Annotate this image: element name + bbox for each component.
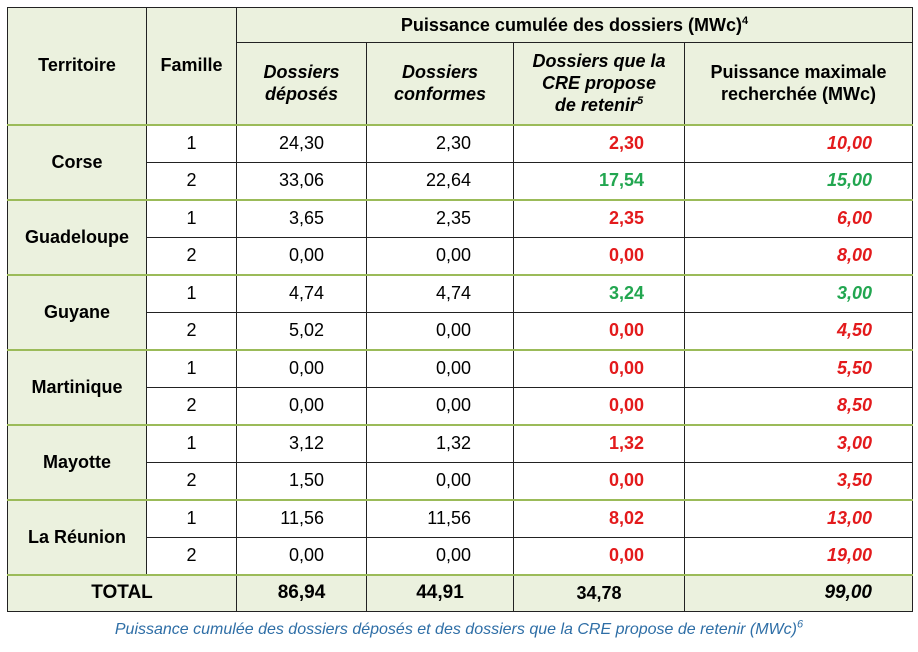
- table-row: 2 0,00 0,00 0,00 19,00: [8, 536, 913, 575]
- table-row: La Réunion 1 11,56 11,56 8,02 13,00: [7, 498, 913, 575]
- total-row: TOTAL 86,94 44,91 34,78 99,00: [7, 573, 913, 612]
- conformes-cell: 0,00: [366, 348, 514, 388]
- conformes-cell: 0,00: [366, 461, 514, 500]
- conformes-cell: 0,00: [366, 236, 514, 275]
- territory-name: La Réunion: [7, 498, 147, 575]
- famille-cell: 1: [146, 123, 237, 163]
- famille-cell: 1: [146, 198, 237, 238]
- max-cell: 13,00: [684, 498, 913, 538]
- max-cell: 10,00: [684, 123, 913, 163]
- territory-name: Martinique: [7, 348, 147, 425]
- max-cell: 5,50: [684, 348, 913, 388]
- table-caption: Puissance cumulée des dossiers déposés e…: [114, 618, 804, 638]
- cre-cell: 1,32: [513, 423, 685, 463]
- cre-cell: 8,02: [513, 498, 685, 538]
- conformes-cell: 2,35: [366, 198, 514, 238]
- cre-cell: 2,35: [513, 198, 685, 238]
- deposes-cell: 3,12: [236, 423, 367, 463]
- table-row: 2 0,00 0,00 0,00 8,50: [8, 386, 913, 425]
- deposes-cell: 24,30: [236, 123, 367, 163]
- conformes-cell: 4,74: [366, 273, 514, 313]
- cre-cell: 17,54: [513, 161, 685, 200]
- deposes-cell: 0,00: [236, 536, 367, 575]
- max-cell: 19,00: [684, 536, 913, 575]
- cre-cell: 0,00: [513, 461, 685, 500]
- total-deposes: 86,94: [236, 573, 367, 612]
- deposes-cell: 33,06: [236, 161, 367, 200]
- deposes-cell: 0,00: [236, 386, 367, 425]
- header-famille: Famille: [146, 7, 237, 125]
- cre-cell: 0,00: [513, 311, 685, 350]
- max-cell: 3,00: [684, 423, 913, 463]
- famille-cell: 2: [146, 236, 237, 275]
- total-cre: 34,78: [513, 573, 685, 612]
- header-dossiers-conformes: Dossiers conformes: [366, 42, 514, 125]
- famille-cell: 2: [146, 311, 237, 350]
- table-row: Martinique 1 0,00 0,00 0,00 5,50: [7, 348, 913, 425]
- famille-cell: 2: [146, 536, 237, 575]
- conformes-cell: 1,32: [366, 423, 514, 463]
- conformes-cell: 0,00: [366, 311, 514, 350]
- total-max: 99,00: [684, 573, 913, 612]
- famille-cell: 2: [146, 461, 237, 500]
- deposes-cell: 1,50: [236, 461, 367, 500]
- header-dossiers-deposes: Dossiers déposés: [236, 42, 367, 125]
- deposes-cell: 11,56: [236, 498, 367, 538]
- table-row: Mayotte 1 3,12 1,32 1,32 3,00: [7, 423, 913, 500]
- cre-cell: 2,30: [513, 123, 685, 163]
- table-row: Guyane 1 4,74 4,74 3,24 3,00: [7, 273, 913, 350]
- deposes-cell: 0,00: [236, 236, 367, 275]
- famille-cell: 1: [146, 498, 237, 538]
- header-territoire: Territoire: [7, 7, 147, 125]
- deposes-cell: 4,74: [236, 273, 367, 313]
- max-cell: 3,00: [684, 273, 913, 313]
- max-cell: 8,00: [684, 236, 913, 275]
- table-row: 2 33,06 22,64 17,54 15,00: [8, 161, 913, 200]
- max-cell: 6,00: [684, 198, 913, 238]
- famille-cell: 2: [146, 386, 237, 425]
- territory-name: Mayotte: [7, 423, 147, 500]
- cre-cell: 0,00: [513, 348, 685, 388]
- total-label: TOTAL: [7, 573, 237, 612]
- conformes-cell: 22,64: [366, 161, 514, 200]
- cre-cell: 0,00: [513, 386, 685, 425]
- conformes-cell: 0,00: [366, 386, 514, 425]
- header-puissance-max: Puissance maximale recherchée (MWc): [684, 42, 913, 125]
- deposes-cell: 0,00: [236, 348, 367, 388]
- table-row: Corse 1 24,30 2,30 2,30 10,00: [7, 123, 913, 200]
- territory-name: Guadeloupe: [7, 198, 147, 275]
- famille-cell: 1: [146, 348, 237, 388]
- max-cell: 4,50: [684, 311, 913, 350]
- conformes-cell: 0,00: [366, 536, 514, 575]
- header-group-title: Puissance cumulée des dossiers (MWc)4: [236, 7, 913, 43]
- conformes-cell: 2,30: [366, 123, 514, 163]
- table-row: Guadeloupe 1 3,65 2,35 2,35 6,00: [7, 198, 913, 275]
- results-table: Territoire Famille Puissance cumulée des…: [7, 7, 913, 612]
- table-row: 2 0,00 0,00 0,00 8,00: [8, 236, 913, 275]
- cre-cell: 3,24: [513, 273, 685, 313]
- cre-cell: 0,00: [513, 236, 685, 275]
- max-cell: 15,00: [684, 161, 913, 200]
- max-cell: 8,50: [684, 386, 913, 425]
- famille-cell: 2: [146, 161, 237, 200]
- deposes-cell: 3,65: [236, 198, 367, 238]
- territory-name: Corse: [7, 123, 147, 200]
- table-row: 2 1,50 0,00 0,00 3,50: [8, 461, 913, 500]
- cre-cell: 0,00: [513, 536, 685, 575]
- conformes-cell: 11,56: [366, 498, 514, 538]
- famille-cell: 1: [146, 273, 237, 313]
- deposes-cell: 5,02: [236, 311, 367, 350]
- header-dossiers-cre: Dossiers que la CRE propose de retenir5: [513, 42, 685, 125]
- max-cell: 3,50: [684, 461, 913, 500]
- total-conformes: 44,91: [366, 573, 514, 612]
- territory-name: Guyane: [7, 273, 147, 350]
- famille-cell: 1: [146, 423, 237, 463]
- table-row: 2 5,02 0,00 0,00 4,50: [8, 311, 913, 350]
